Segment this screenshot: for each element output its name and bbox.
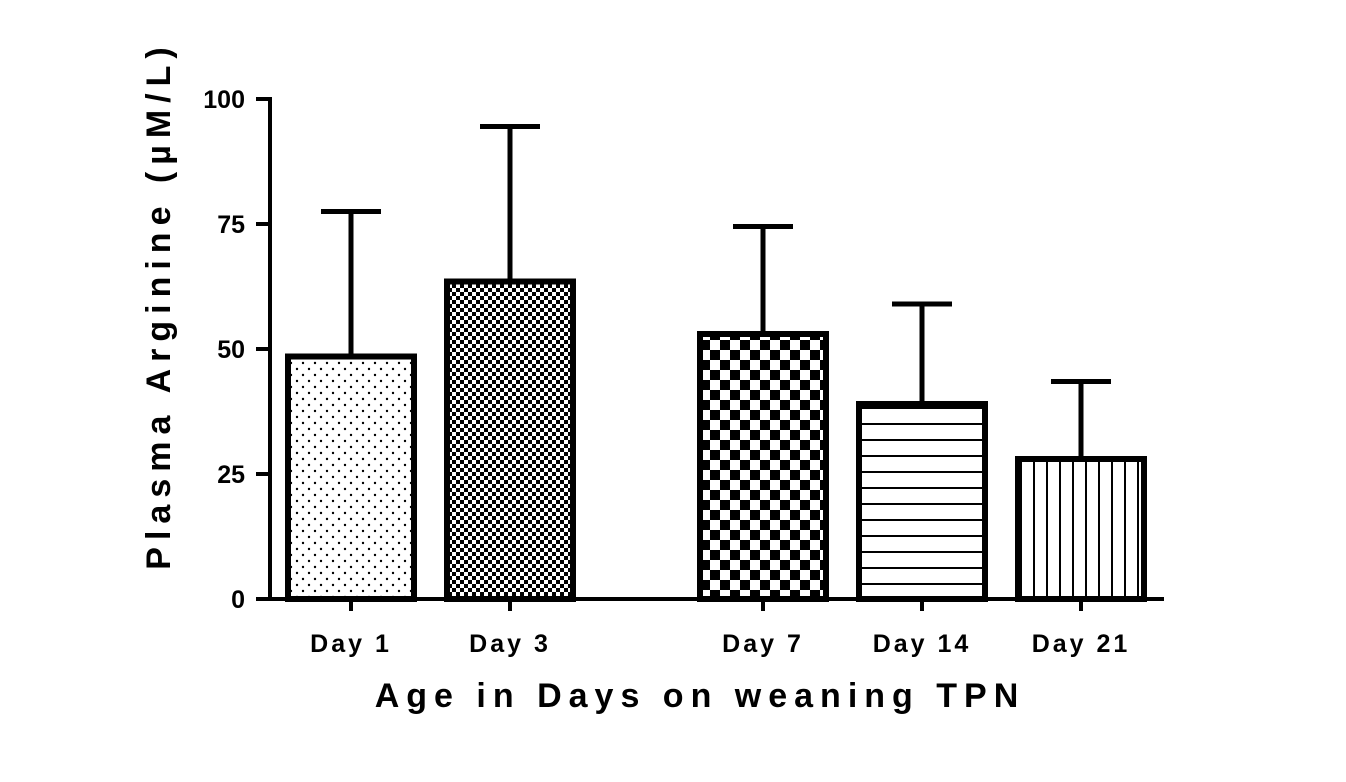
x-axis: Day 1 Day 3 Day 7 Day 14 Day 21 bbox=[268, 597, 1164, 658]
bars-group bbox=[285, 278, 1147, 602]
y-tick-label: 0 bbox=[231, 586, 245, 614]
y-tick-label: 100 bbox=[203, 86, 245, 114]
y-tick-label: 25 bbox=[217, 461, 245, 489]
x-tick-label: Day 3 bbox=[469, 630, 551, 658]
x-ticks: Day 1 Day 3 Day 7 Day 14 Day 21 bbox=[310, 599, 1131, 658]
y-axis: 0 25 50 75 100 bbox=[203, 86, 272, 614]
x-tick-label: Day 7 bbox=[722, 630, 804, 658]
y-axis-title: Plasma Arginine (µM/L) bbox=[140, 40, 178, 569]
bar-day-14 bbox=[856, 401, 988, 602]
y-tick-label: 75 bbox=[217, 211, 245, 239]
y-tick-label: 50 bbox=[217, 336, 245, 364]
x-tick-label: Day 1 bbox=[310, 630, 392, 658]
x-axis-title: Age in Days on weaning TPN bbox=[375, 677, 1026, 715]
error-bars-group bbox=[321, 124, 1111, 459]
x-tick-label: Day 21 bbox=[1032, 630, 1131, 658]
y-ticks: 0 25 50 75 100 bbox=[203, 86, 270, 614]
bar-day-7 bbox=[697, 331, 829, 602]
bar-day-3 bbox=[444, 278, 576, 602]
x-tick-label: Day 14 bbox=[873, 630, 972, 658]
bar-day-21 bbox=[1015, 456, 1147, 602]
bar-day-1 bbox=[285, 353, 417, 602]
